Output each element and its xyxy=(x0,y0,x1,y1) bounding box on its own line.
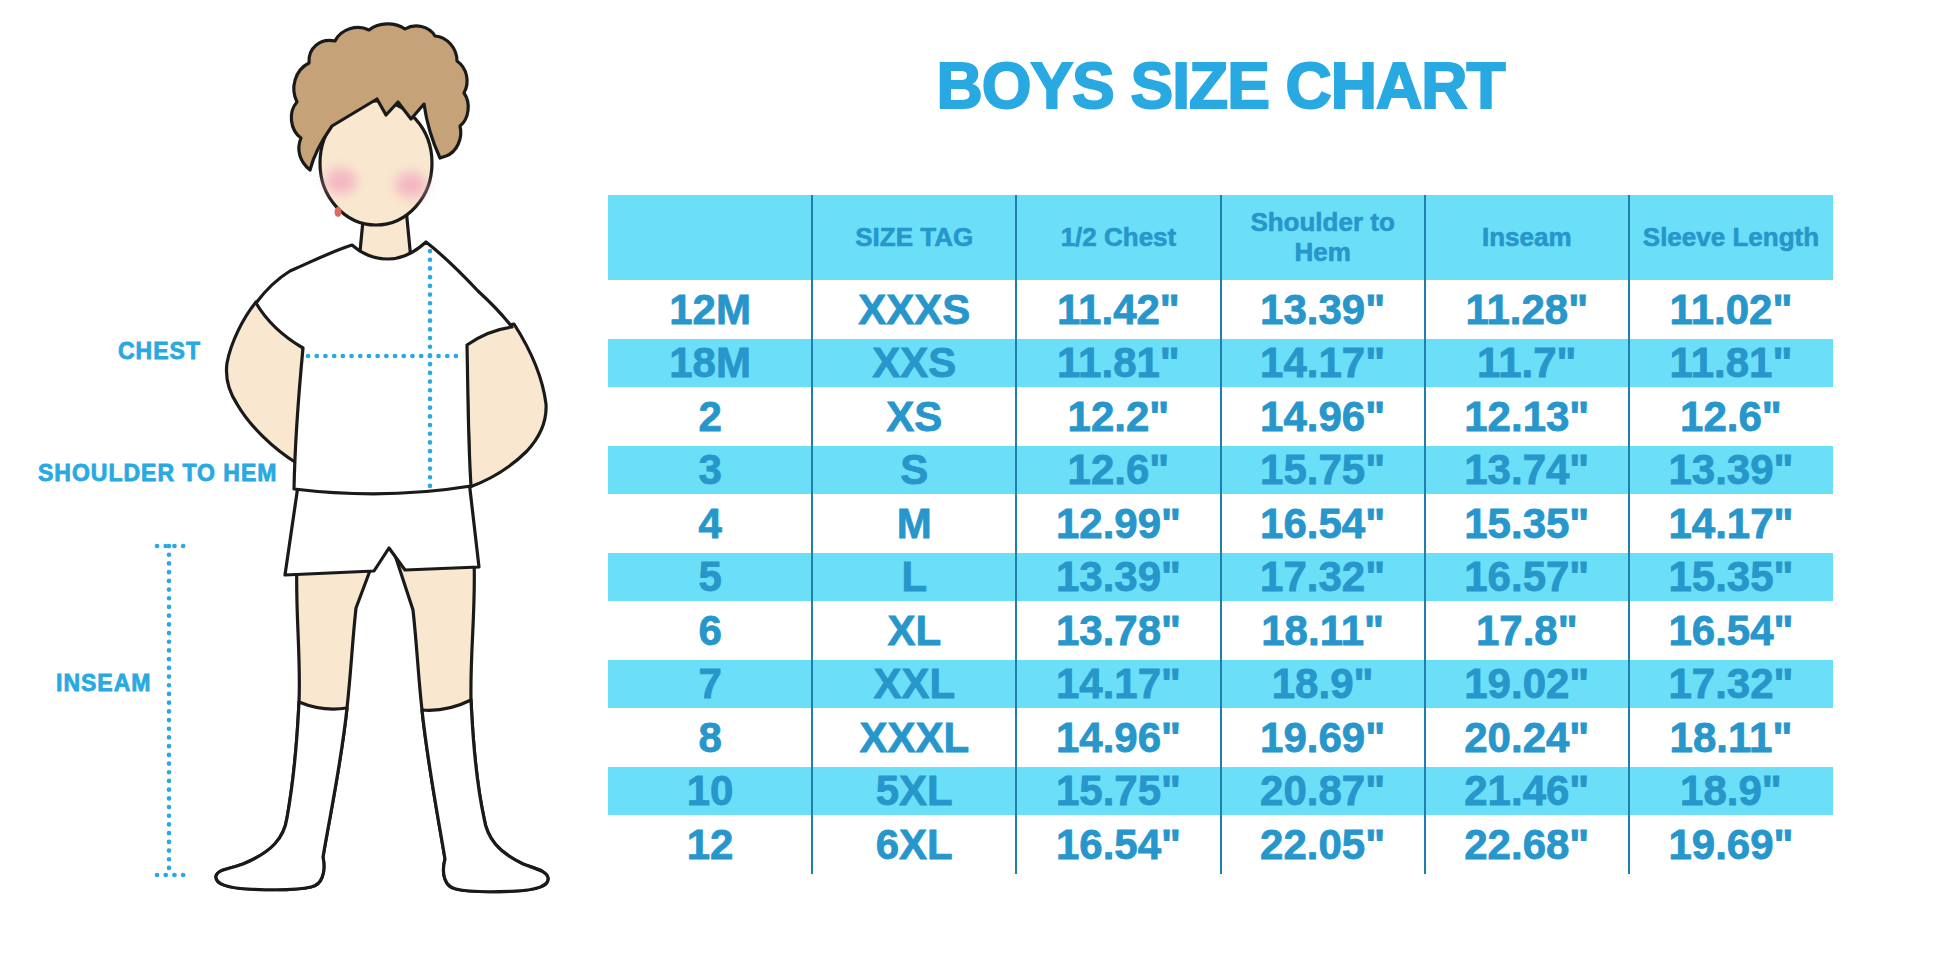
table-cell: 6 xyxy=(608,601,812,660)
table-cell: 12 xyxy=(608,815,812,874)
table-cell: 4 xyxy=(608,494,812,553)
table-cell: 5XL xyxy=(812,767,1016,815)
column-separator xyxy=(1220,195,1222,874)
table-cell: 11.7" xyxy=(1425,339,1629,387)
column-separator xyxy=(811,195,813,874)
table-cell: 15.75" xyxy=(1016,767,1220,815)
table-cell: 12.6" xyxy=(1629,387,1833,446)
chest-label: CHEST xyxy=(118,338,201,365)
table-cell: 11.81" xyxy=(1629,339,1833,387)
table-cell: 11.42" xyxy=(1016,280,1220,339)
table-cell: 14.17" xyxy=(1016,660,1220,708)
table-cell: XS xyxy=(812,387,1016,446)
table-cell: 15.35" xyxy=(1629,553,1833,601)
shoulder-to-hem-label: SHOULDER TO HEM xyxy=(38,460,277,487)
table-cell: 14.17" xyxy=(1629,494,1833,553)
table-cell: 7 xyxy=(608,660,812,708)
table-cell: 5 xyxy=(608,553,812,601)
size-chart-table: SIZE TAG1/2 ChestShoulder to HemInseamSl… xyxy=(608,195,1833,874)
table-cell: XXS xyxy=(812,339,1016,387)
table-cell: 22.05" xyxy=(1221,815,1425,874)
inseam-label: INSEAM xyxy=(56,670,151,697)
table-cell: 21.46" xyxy=(1425,767,1629,815)
table-cell: XXXS xyxy=(812,280,1016,339)
column-separator xyxy=(1424,195,1426,874)
header-cell: Sleeve Length xyxy=(1629,195,1833,280)
header-cell: SIZE TAG xyxy=(812,195,1016,280)
table-cell: M xyxy=(812,494,1016,553)
table-cell: 18.9" xyxy=(1629,767,1833,815)
table-cell: 12.13" xyxy=(1425,387,1629,446)
table-cell: 8 xyxy=(608,708,812,767)
table-cell: 14.96" xyxy=(1221,387,1425,446)
table-cell: 15.75" xyxy=(1221,446,1425,494)
table-cell: 17.8" xyxy=(1425,601,1629,660)
table-cell: 18.11" xyxy=(1629,708,1833,767)
table-cell: 13.39" xyxy=(1221,280,1425,339)
table-cell: 16.54" xyxy=(1221,494,1425,553)
table-cell: 6XL xyxy=(812,815,1016,874)
table-cell: 14.17" xyxy=(1221,339,1425,387)
table-cell: 10 xyxy=(608,767,812,815)
header-cell: Shoulder to Hem xyxy=(1221,195,1425,280)
header-cell: 1/2 Chest xyxy=(1016,195,1220,280)
table-cell: XXL xyxy=(812,660,1016,708)
table-cell: 13.78" xyxy=(1016,601,1220,660)
table-cell: 3 xyxy=(608,446,812,494)
table-cell: 15.35" xyxy=(1425,494,1629,553)
table-cell: 11.02" xyxy=(1629,280,1833,339)
column-separator xyxy=(1015,195,1017,874)
table-cell: L xyxy=(812,553,1016,601)
table-cell: 22.68" xyxy=(1425,815,1629,874)
header-cell xyxy=(608,195,812,280)
table-cell: 19.69" xyxy=(1221,708,1425,767)
table-cell: 18.9" xyxy=(1221,660,1425,708)
table-cell: 19.02" xyxy=(1425,660,1629,708)
table-cell: 13.39" xyxy=(1629,446,1833,494)
table-cell: 19.69" xyxy=(1629,815,1833,874)
header-cell: Inseam xyxy=(1425,195,1629,280)
column-separator xyxy=(1628,195,1630,874)
table-cell: 2 xyxy=(608,387,812,446)
table-cell: 18M xyxy=(608,339,812,387)
table-cell: 12.99" xyxy=(1016,494,1220,553)
table-cell: 17.32" xyxy=(1629,660,1833,708)
table-cell: 12.2" xyxy=(1016,387,1220,446)
table-cell: 14.96" xyxy=(1016,708,1220,767)
table-cell: 11.81" xyxy=(1016,339,1220,387)
table-cell: 13.39" xyxy=(1016,553,1220,601)
boy-measurement-diagram: CHEST SHOULDER TO HEM INSEAM xyxy=(0,0,600,973)
table-cell: 13.74" xyxy=(1425,446,1629,494)
table-cell: 18.11" xyxy=(1221,601,1425,660)
table-cell: 16.54" xyxy=(1016,815,1220,874)
table-cell: S xyxy=(812,446,1016,494)
page-title: BOYS SIZE CHART xyxy=(608,54,1833,118)
table-cell: XL xyxy=(812,601,1016,660)
table-cell: 20.87" xyxy=(1221,767,1425,815)
table-cell: 16.57" xyxy=(1425,553,1629,601)
table-cell: 11.28" xyxy=(1425,280,1629,339)
table-cell: 20.24" xyxy=(1425,708,1629,767)
table-cell: 16.54" xyxy=(1629,601,1833,660)
table-cell: XXXL xyxy=(812,708,1016,767)
table-cell: 17.32" xyxy=(1221,553,1425,601)
table-cell: 12.6" xyxy=(1016,446,1220,494)
table-cell: 12M xyxy=(608,280,812,339)
